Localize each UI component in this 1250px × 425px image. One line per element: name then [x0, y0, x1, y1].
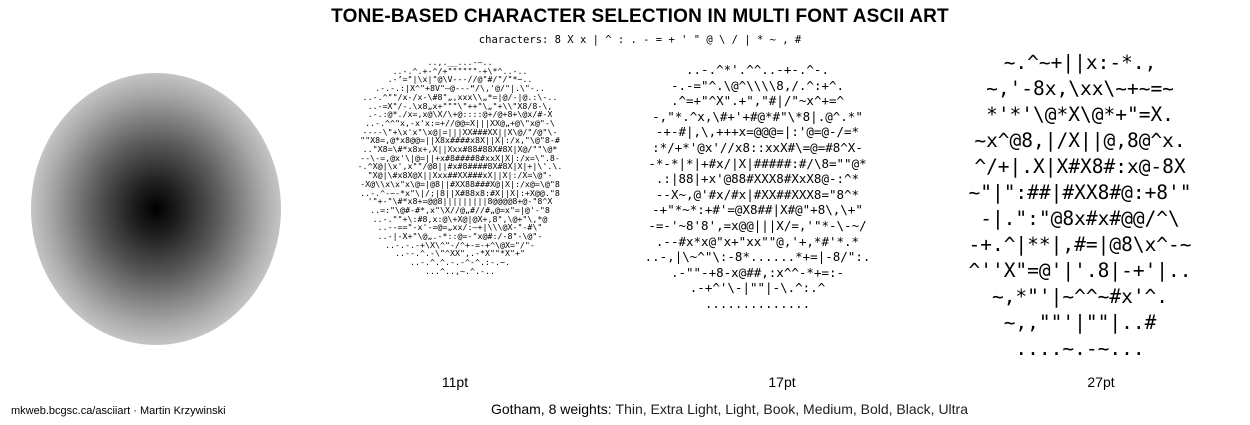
- ascii-art-27pt: ~.^~+||x:-*., ~,'-8x,\xx\~+~=~ *'*'\@*X\…: [930, 50, 1230, 375]
- ascii-art-17pt: ..-.^*'.^^..-+-.^-. -.-="^.\@^\\\\8,/.^:…: [620, 62, 895, 367]
- weights-list: Thin, Extra Light, Light, Book, Medium, …: [616, 401, 969, 417]
- tone-gradient-disc: [31, 73, 281, 345]
- size-label-27pt: 27pt: [1061, 374, 1141, 390]
- weights-prefix: Gotham, 8 weights:: [491, 401, 612, 417]
- size-label-11pt: 11pt: [415, 374, 495, 390]
- size-label-17pt: 17pt: [742, 374, 822, 390]
- characters-list: characters: 8 X x | ^ : . - = + ' " @ \ …: [0, 34, 1250, 46]
- ascii-art-11pt: ..,.__...-–.. ..-.^.+-^/+""""""-+\*^..-.…: [315, 58, 605, 358]
- credit-text: mkweb.bcgsc.ca/asciiart · Martin Krzywin…: [11, 405, 226, 417]
- font-weights-caption: Gotham, 8 weights: Thin, Extra Light, Li…: [491, 401, 968, 417]
- page-title: TONE-BASED CHARACTER SELECTION IN MULTI …: [0, 6, 1250, 28]
